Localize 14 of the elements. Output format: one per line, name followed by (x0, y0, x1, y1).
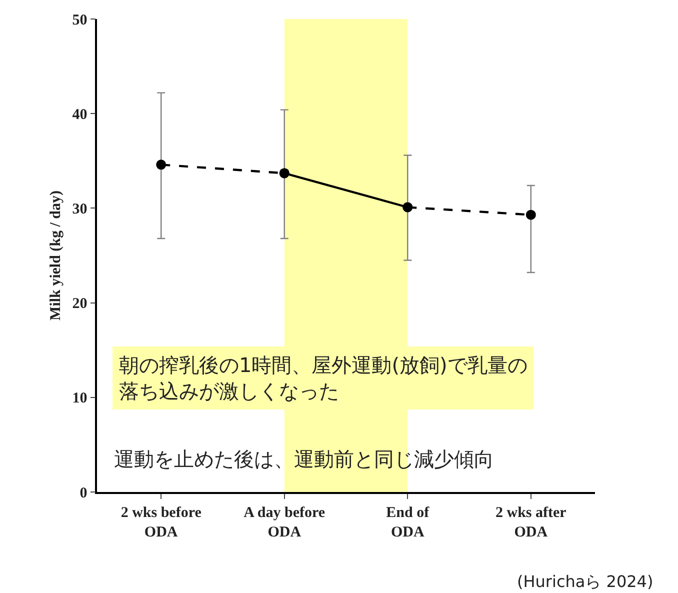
annotation: 運動を止めた後は、運動前と同じ減少傾向 (114, 447, 494, 471)
y-tick-label: 20 (72, 296, 88, 312)
x-tick-label: End of ODA (386, 504, 430, 540)
y-tick-label: 40 (72, 106, 88, 123)
y-tick-label: 0 (80, 485, 88, 502)
x-tick-label: 2 wks before ODA (120, 504, 202, 540)
y-tick-label: 10 (72, 390, 88, 407)
text: (Hurichaら 2024) (517, 572, 654, 591)
y-tick-label: 30 (72, 201, 88, 218)
x-tick-label: 2 wks after ODA (495, 504, 567, 540)
y-tick-label: 50 (72, 12, 88, 28)
y-axis-title: Milk yield (kg / day) (48, 190, 64, 321)
x-tick-label: A day before ODA (244, 504, 326, 540)
annotation: 朝の搾乳後の1時間、屋外運動(放飼)で乳量の落ち込みが激しくなった (119, 353, 528, 403)
